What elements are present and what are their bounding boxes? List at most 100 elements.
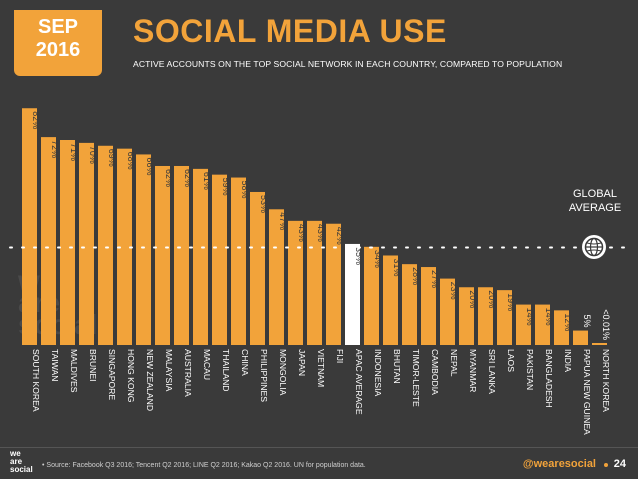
date-year: 2016 [35, 39, 81, 61]
bar-south-korea [22, 108, 37, 345]
bar-maldives [60, 139, 75, 345]
global-average-label: GLOBAL AVERAGE [565, 187, 625, 215]
category-label: MALDIVES [69, 349, 79, 393]
category-label: LAOS [506, 349, 516, 372]
value-label: 34% [373, 250, 383, 268]
page-subtitle: ACTIVE ACCOUNTS ON THE TOP SOCIAL NETWOR… [133, 59, 563, 69]
date-month: SEP [37, 16, 79, 38]
date-badge: SEP 2016 [14, 10, 102, 76]
logo-line: social [10, 465, 33, 474]
category-label: PAKISTAN [525, 349, 535, 390]
value-label: 66% [145, 157, 155, 175]
category-label: MONGOLIA [278, 349, 288, 396]
value-label: 58% [240, 181, 250, 199]
category-label: INDONESIA [373, 349, 383, 397]
value-label: 68% [126, 152, 136, 170]
value-label: 53% [259, 195, 269, 213]
bar-thailand [212, 174, 227, 345]
value-label: 5% [582, 315, 592, 328]
category-label: THAILAND [221, 349, 231, 392]
category-label: SRI LANKA [487, 349, 497, 394]
category-label: JAPAN [297, 349, 307, 376]
bar-nepal [440, 278, 455, 345]
category-label: NEW ZEALAND [145, 349, 155, 411]
category-label: BRUNEI [88, 349, 98, 381]
category-label: VIETNAM [316, 349, 326, 387]
category-label: AUSTRALIA [183, 349, 193, 397]
value-label: 27% [430, 270, 440, 288]
bar-pakistan [516, 304, 531, 345]
category-label: SINGAPORE [107, 349, 117, 400]
category-label: BHUTAN [392, 349, 402, 384]
bar-papua-new-guinea [573, 330, 588, 345]
value-label: 42% [335, 227, 345, 245]
bar-new-zealand [136, 154, 151, 345]
bar-india [554, 310, 569, 345]
value-label: 14% [525, 308, 535, 326]
bar-sri-lanka [478, 287, 493, 345]
global-average-line2: AVERAGE [568, 202, 622, 214]
bar-malaysia [155, 165, 170, 345]
value-label: 82% [31, 111, 41, 129]
category-label: SOUTH KOREA [31, 349, 41, 412]
value-label: 19% [506, 293, 516, 311]
category-label: NEPAL [449, 349, 459, 377]
category-label: MYANMAR [468, 349, 478, 392]
category-label: APAC AVERAGE [354, 349, 364, 415]
bar-singapore [98, 145, 113, 345]
value-label: 35% [354, 247, 364, 265]
bar-bangladesh [535, 304, 550, 345]
bar-japan [288, 220, 303, 345]
bar-myanmar [459, 287, 474, 345]
value-label: 61% [202, 172, 212, 190]
bar-brunei [79, 142, 94, 345]
separator-dot [604, 463, 608, 467]
value-label: 47% [278, 212, 288, 230]
value-label: 69% [107, 149, 117, 167]
value-label: <0.01% [601, 309, 611, 340]
global-average-line1: GLOBAL [572, 188, 618, 200]
bar-china [231, 177, 246, 345]
bar-philippines [250, 191, 265, 345]
category-label: TIMOR-LESTE [411, 349, 421, 407]
value-label: 20% [487, 290, 497, 308]
bar-laos [497, 290, 512, 345]
logo-line: we [10, 449, 21, 458]
value-label: 28% [411, 267, 421, 285]
bar-macau [193, 168, 208, 345]
bar-vietnam [307, 220, 322, 345]
bar-mongolia [269, 209, 284, 345]
bar-apac-average [345, 243, 360, 345]
category-label: HONG KONG [126, 349, 136, 403]
value-label: 43% [316, 224, 326, 242]
source-note: • Source: Facebook Q3 2016; Tencent Q2 2… [42, 462, 366, 469]
category-label: INDIA [563, 349, 573, 372]
bar-taiwan [41, 137, 56, 345]
bar-indonesia [364, 246, 379, 345]
social-handle[interactable]: @wearesocial [522, 458, 596, 470]
value-label: 62% [164, 169, 174, 187]
category-label: NORTH KOREA [601, 349, 611, 412]
value-label: 62% [183, 169, 193, 187]
value-label: 14% [544, 308, 554, 326]
bar-bhutan [383, 255, 398, 345]
globe-icon [582, 235, 606, 260]
category-label: CHINA [240, 349, 250, 376]
category-label: CAMBODIA [430, 349, 440, 395]
value-label: 59% [221, 178, 231, 196]
value-label: 43% [297, 224, 307, 242]
value-label: 31% [392, 258, 402, 276]
value-label: 72% [50, 140, 60, 158]
category-label: PAPUA NEW GUINEA [582, 349, 592, 435]
bar-australia [174, 165, 189, 345]
value-label: 12% [563, 313, 573, 331]
value-label: 20% [468, 290, 478, 308]
value-label: 71% [69, 143, 79, 161]
bar-north-korea [592, 343, 607, 345]
value-label: 23% [449, 282, 459, 300]
bar-hong-kong [117, 148, 132, 345]
bar-timor-leste [402, 264, 417, 345]
category-label: BANGLADESH [544, 349, 554, 408]
value-label: 70% [88, 146, 98, 164]
